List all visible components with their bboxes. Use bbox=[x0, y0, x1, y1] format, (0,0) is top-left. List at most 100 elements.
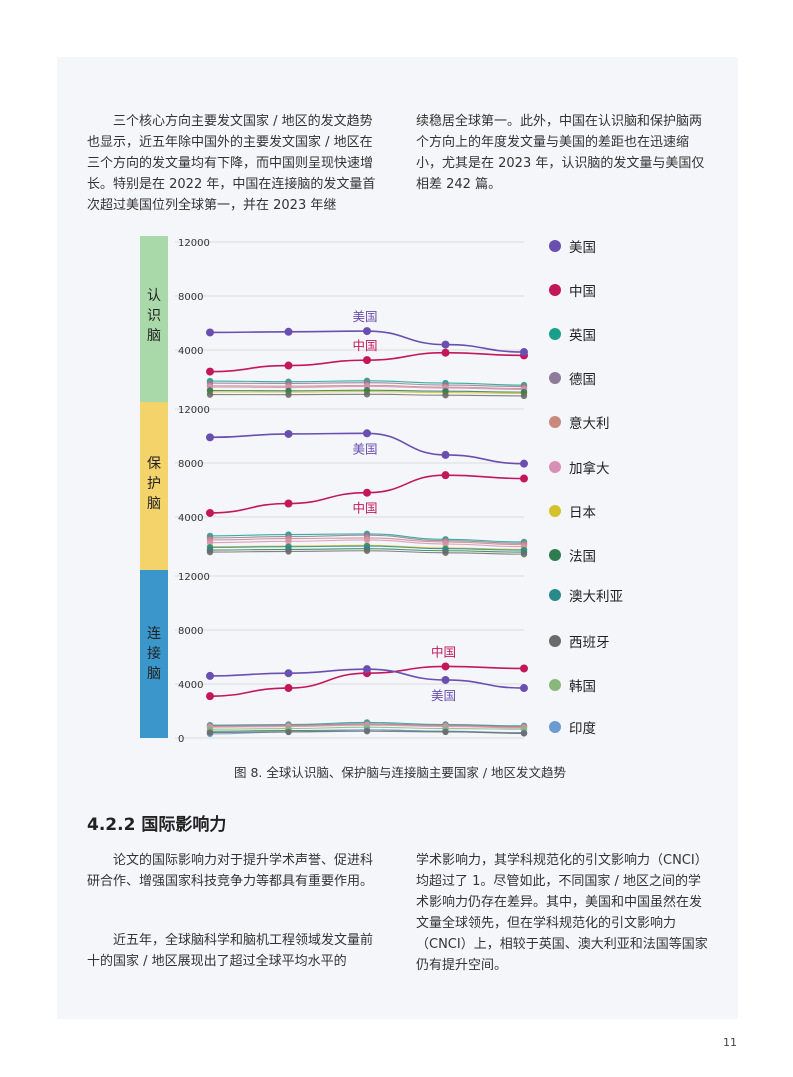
data-point-西班牙-2019 bbox=[206, 391, 214, 398]
data-point-美国-2023 bbox=[520, 459, 528, 468]
data-point-美国-2020 bbox=[284, 327, 293, 336]
data-point-西班牙-2021 bbox=[363, 728, 371, 735]
data-point-西班牙-2022 bbox=[442, 728, 449, 736]
content-panel bbox=[57, 57, 738, 1019]
data-point-中国-2021 bbox=[363, 356, 371, 365]
legend-label: 韩国 bbox=[569, 679, 596, 695]
data-point-西班牙-2023 bbox=[520, 392, 528, 400]
data-point-美国-2023 bbox=[520, 348, 528, 357]
series-annotation-中国: 中国 bbox=[352, 501, 377, 516]
legend-item: 日本 bbox=[549, 500, 596, 522]
paragraph-trend-right: 续稳居全球第一。此外，中国在认识脑和保护脑两个方向上的年度发文量与美国的差距也在… bbox=[416, 114, 705, 192]
y-tick-label: 0 bbox=[178, 734, 184, 745]
page-number: 11 bbox=[723, 1036, 737, 1049]
y-tick-label: 12000 bbox=[178, 238, 210, 249]
legend-marker bbox=[549, 328, 561, 340]
data-point-西班牙-2020 bbox=[285, 548, 292, 555]
figure-caption: 图 8. 全球认识脑、保护脑与连接脑主要国家 / 地区发文趋势 bbox=[233, 765, 567, 780]
data-point-西班牙-2020 bbox=[285, 728, 292, 736]
band-connect-brain bbox=[140, 570, 168, 738]
y-tick-label: 12000 bbox=[178, 572, 210, 583]
legend-marker bbox=[549, 372, 561, 384]
legend-label: 德国 bbox=[569, 372, 596, 388]
data-point-美国-2021 bbox=[363, 327, 371, 336]
legend-marker bbox=[549, 505, 561, 517]
data-point-西班牙-2019 bbox=[206, 548, 214, 556]
data-point-美国-2023 bbox=[520, 684, 528, 693]
paragraph-impact-3: 学术影响力，其学科规范化的引文影响力（CNCI）均超过了 1。尽管如此，不同国家… bbox=[416, 853, 708, 973]
legend-marker bbox=[549, 635, 561, 647]
y-tick-label: 4000 bbox=[178, 513, 203, 524]
legend-item: 英国 bbox=[549, 323, 596, 345]
legend-marker bbox=[549, 679, 561, 691]
data-point-西班牙-2022 bbox=[442, 549, 449, 556]
band-cognitive-brain bbox=[140, 236, 168, 402]
y-tick-label: 8000 bbox=[178, 626, 203, 637]
paragraph-impact-1: 论文的国际影响力对于提升学术声誉、促进科研合作、增强国家科技竞争力等都具有重要作… bbox=[87, 853, 374, 889]
legend-label: 美国 bbox=[569, 240, 596, 256]
data-point-西班牙-2023 bbox=[520, 730, 528, 737]
data-point-加拿大-2021 bbox=[363, 536, 371, 544]
legend-label: 澳大利亚 bbox=[569, 589, 623, 605]
data-point-澳大利亚-2019 bbox=[206, 544, 214, 551]
data-point-美国-2022 bbox=[441, 675, 450, 684]
data-point-美国-2019 bbox=[206, 328, 214, 337]
legend-item: 印度 bbox=[549, 716, 596, 738]
data-point-加拿大-2020 bbox=[285, 538, 292, 545]
legend-label: 意大利 bbox=[569, 416, 610, 432]
legend-item: 法国 bbox=[549, 544, 596, 566]
data-point-中国-2022 bbox=[441, 662, 450, 671]
data-point-美国-2022 bbox=[441, 450, 450, 459]
data-point-美国-2021 bbox=[363, 429, 371, 438]
data-point-中国-2019 bbox=[206, 367, 214, 376]
data-point-中国-2023 bbox=[520, 664, 528, 673]
legend-marker bbox=[549, 589, 561, 601]
series-annotation-美国: 美国 bbox=[352, 309, 377, 324]
legend-marker bbox=[549, 284, 561, 296]
legend-item: 韩国 bbox=[549, 674, 596, 696]
legend-label: 法国 bbox=[569, 549, 596, 565]
data-point-美国-2022 bbox=[441, 340, 450, 349]
legend-item: 德国 bbox=[549, 367, 596, 389]
paragraph-trend-left: 三个核心方向主要发文国家 / 地区的发文趋势也显示，近五年除中国外的主要发文国家… bbox=[87, 114, 376, 213]
band-label-connect-brain: 连接脑 bbox=[147, 626, 161, 682]
data-point-中国-2022 bbox=[441, 348, 450, 357]
y-tick-label: 4000 bbox=[178, 346, 203, 357]
legend-marker bbox=[549, 416, 561, 428]
data-point-西班牙-2021 bbox=[363, 547, 371, 554]
legend-marker bbox=[549, 461, 561, 473]
data-point-中国-2020 bbox=[284, 684, 293, 693]
legend-item: 意大利 bbox=[549, 411, 610, 433]
series-annotation-中国: 中国 bbox=[352, 338, 377, 353]
y-tick-label: 8000 bbox=[178, 292, 203, 303]
legend-marker bbox=[549, 549, 561, 561]
data-point-美国-2019 bbox=[206, 433, 214, 442]
data-point-美国-2019 bbox=[206, 671, 214, 680]
band-label-cognitive-brain: 认识脑 bbox=[147, 288, 161, 344]
legend-label: 加拿大 bbox=[569, 461, 610, 477]
data-point-美国-2020 bbox=[284, 429, 293, 438]
legend-label: 印度 bbox=[569, 721, 596, 737]
legend-label: 中国 bbox=[569, 284, 596, 300]
section-heading: 4.2.2 国际影响力 bbox=[87, 815, 227, 835]
legend-item: 中国 bbox=[549, 279, 596, 301]
legend-label: 日本 bbox=[569, 505, 596, 521]
data-point-西班牙-2023 bbox=[520, 550, 528, 558]
data-point-澳大利亚-2021 bbox=[363, 542, 371, 550]
data-point-中国-2019 bbox=[206, 508, 214, 517]
legend-item: 美国 bbox=[549, 235, 596, 257]
y-tick-label: 8000 bbox=[178, 459, 203, 470]
legend-item: 西班牙 bbox=[549, 630, 610, 652]
legend-label: 西班牙 bbox=[569, 635, 610, 651]
data-point-美国-2020 bbox=[284, 669, 293, 678]
y-tick-label: 12000 bbox=[178, 405, 210, 416]
band-label-protect-brain: 保护脑 bbox=[147, 456, 161, 512]
data-point-中国-2020 bbox=[284, 361, 293, 370]
band-protect-brain bbox=[140, 402, 168, 570]
data-point-澳大利亚-2020 bbox=[285, 543, 292, 550]
data-point-西班牙-2022 bbox=[442, 392, 449, 399]
